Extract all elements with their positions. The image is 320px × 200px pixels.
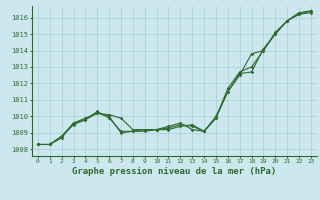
X-axis label: Graphe pression niveau de la mer (hPa): Graphe pression niveau de la mer (hPa)	[72, 167, 276, 176]
